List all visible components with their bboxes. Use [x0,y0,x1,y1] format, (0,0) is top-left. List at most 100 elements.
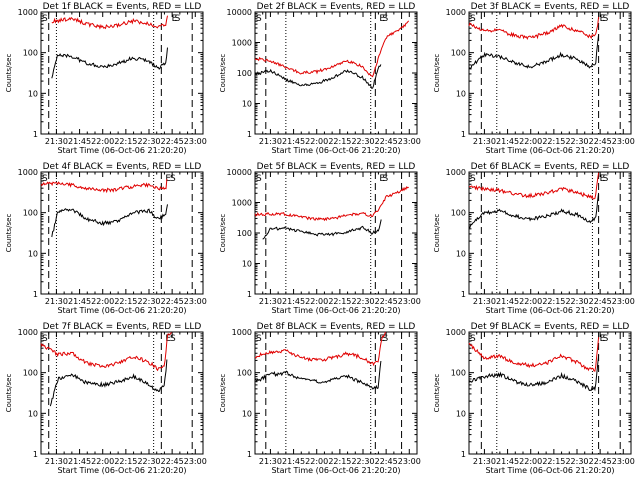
y-tick-label: 10 [242,409,252,418]
x-tick-label: 22:45 [375,457,398,466]
x-tick-label: 22:00 [519,457,542,466]
lld-series-line [254,186,409,222]
x-axis-label: Start Time (06-Oct-06 21:20:20) [485,146,614,155]
events-series-line [49,359,168,407]
x-tick-label: 21:30 [45,297,68,306]
y-tick-label: 1000 [446,168,466,177]
y-tick-label: 10000 [227,168,252,177]
x-tick-label: 23:00 [184,297,207,306]
plot-frame [254,11,418,135]
x-tick-label: 21:45 [496,457,519,466]
x-tick-label: 22:00 [519,297,542,306]
x-tick-label: 22:30 [565,457,588,466]
y-tick-label: 10 [456,89,466,98]
interval-marker-label: E [379,334,385,344]
y-tick-label: 10000 [227,8,252,17]
x-tick-label: 22:00 [91,137,114,146]
x-tick-label: 23:00 [398,297,421,306]
interval-marker-label: E [600,14,606,24]
y-tick-label: 100 [237,369,252,378]
x-axis-label: Start Time (06-Oct-06 21:20:20) [485,466,614,475]
x-tick-label: 23:00 [612,137,635,146]
lld-series-line [40,178,168,194]
x-tick-label: 21:45 [496,297,519,306]
interval-marker-label: E [379,174,385,184]
y-tick-label: 1000 [18,8,38,17]
y-tick-label: 1 [247,290,252,299]
interval-marker-label: E [379,14,385,24]
y-tick-label: 10 [28,409,38,418]
interval-marker-label: S [170,334,176,344]
x-tick-label: 22:15 [114,137,137,146]
x-tick-label: 22:15 [328,137,351,146]
chart-panel: Det 3f BLACK = Events, RED = LLD Counts/s… [433,2,635,155]
y-tick-label: 1 [33,290,38,299]
lld-series-line [254,20,410,78]
x-tick-label: 21:30 [259,137,282,146]
x-tick-label: 22:45 [375,137,398,146]
interval-marker-label: S [603,174,609,184]
x-axis-label: Start Time (06-Oct-06 21:20:20) [271,466,400,475]
interval-marker-label: S [383,334,389,344]
lld-series-line [468,16,600,41]
x-tick-label: 22:00 [519,137,542,146]
x-tick-label: 22:30 [351,457,374,466]
plot-frame [40,331,204,455]
y-tick-label: 10 [28,89,38,98]
interval-marker-label: S [42,174,48,184]
y-tick-label: 1000 [446,8,466,17]
y-axis-label: Counts/sec [219,374,227,413]
interval-marker-label: E [600,334,606,344]
plot-frame [468,331,632,455]
y-tick-label: 10 [456,409,466,418]
x-axis-label: Start Time (06-Oct-06 21:20:20) [57,306,186,315]
x-tick-label: 22:15 [328,297,351,306]
x-tick-label: 22:30 [137,297,160,306]
x-tick-label: 21:30 [473,297,496,306]
y-tick-label: 100 [23,369,38,378]
interval-marker-label: E [165,174,171,184]
x-tick-label: 23:00 [612,297,635,306]
y-tick-label: 100 [451,49,466,58]
x-axis-label: Start Time (06-Oct-06 21:20:20) [57,146,186,155]
chart-title: Det 2f BLACK = Events, RED = LLD [257,2,416,12]
y-tick-label: 1 [461,450,466,459]
lld-series-line [468,337,600,372]
chart-title: Det 1f BLACK = Events, RED = LLD [43,2,202,12]
interval-marker-label: S [42,14,48,24]
interval-marker-label: S [256,14,262,24]
chart-title: Det 3f BLACK = Events, RED = LLD [471,2,630,12]
x-tick-label: 22:45 [161,457,184,466]
y-tick-label: 1 [461,290,466,299]
y-tick-label: 1 [247,130,252,139]
plot-frame [40,171,204,295]
chart-title: Det 4f BLACK = Events, RED = LLD [43,162,202,172]
chart-title: Det 9f BLACK = Events, RED = LLD [471,322,630,332]
x-tick-label: 21:45 [68,297,91,306]
y-tick-label: 10 [28,249,38,258]
chart-panel: Det 1f BLACK = Events, RED = LLD Counts/s… [5,2,207,155]
interval-marker-label: S [383,174,389,184]
interval-marker-label: S [256,174,262,184]
y-tick-label: 1000 [232,199,252,208]
y-tick-label: 10 [456,249,466,258]
x-tick-label: 22:45 [161,297,184,306]
interval-marker-label: E [172,14,178,24]
y-tick-label: 100 [23,49,38,58]
chart-panel: Det 6f BLACK = Events, RED = LLD Counts/s… [433,162,635,315]
lld-series-line [469,172,600,200]
x-tick-label: 22:15 [542,457,565,466]
plot-frame [254,331,418,455]
events-series-line [51,204,168,238]
interval-marker-label: S [256,334,262,344]
y-axis-label: Counts/sec [5,374,13,413]
y-tick-label: 1000 [18,328,38,337]
chart-panel: Det 7f BLACK = Events, RED = LLD Counts/s… [5,322,207,475]
y-tick-label: 1000 [232,39,252,48]
y-tick-label: 100 [23,209,38,218]
x-tick-label: 22:45 [589,137,612,146]
interval-marker-label: S [175,14,181,24]
y-tick-label: 1000 [18,168,38,177]
plot-frame [40,11,204,135]
